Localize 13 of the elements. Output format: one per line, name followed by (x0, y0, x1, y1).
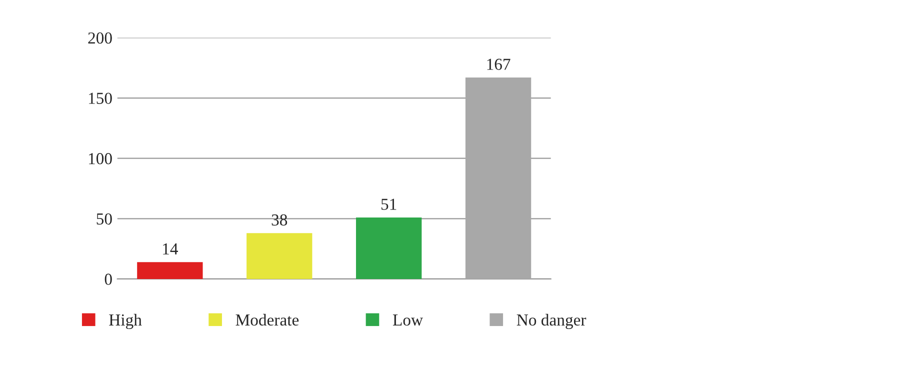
y-tick-label: 150 (88, 92, 112, 104)
y-tick-label: 0 (104, 274, 112, 285)
legend-label: No danger (516, 314, 586, 330)
data-label: 51 (381, 198, 396, 210)
y-tick-label: 50 (96, 213, 112, 225)
data-label: 14 (163, 243, 178, 254)
y-tick-label: 200 (88, 32, 112, 44)
legend-label: High (109, 314, 142, 330)
legend-label: Low (392, 314, 423, 326)
y-tick-label: 100 (88, 153, 112, 164)
data-label: 38 (272, 214, 288, 226)
data-label: 167 (487, 58, 510, 70)
legend-label: Moderate (236, 314, 299, 326)
